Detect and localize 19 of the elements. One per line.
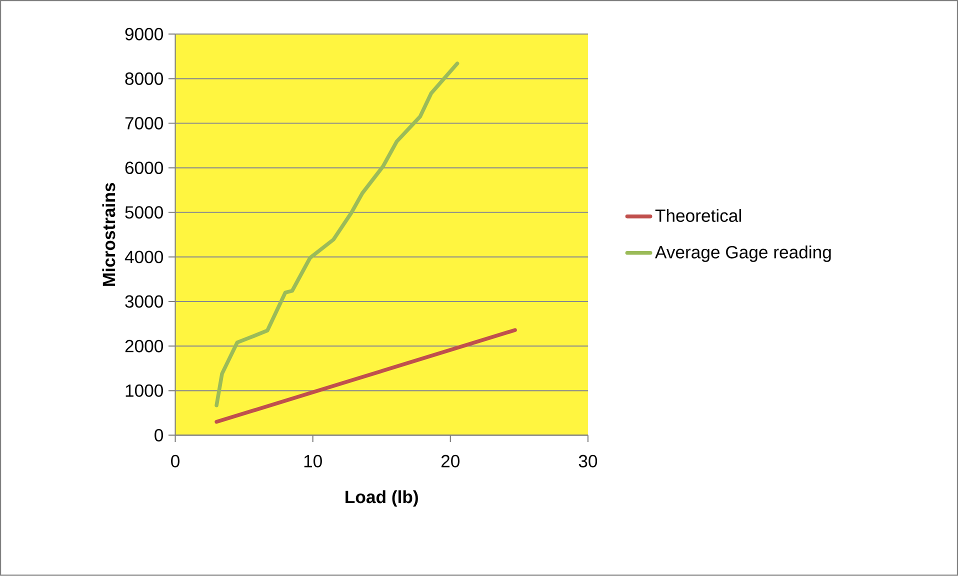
legend-label: Theoretical <box>655 209 741 222</box>
y-tick-label: 7000 <box>125 117 164 130</box>
x-tick-label: 20 <box>441 455 460 468</box>
y-tick-label: 1000 <box>126 384 164 397</box>
y-tick-label: 8000 <box>125 72 164 86</box>
y-tick-label: 0 <box>154 429 164 442</box>
y-tick-label: 3000 <box>125 295 164 308</box>
y-tick-label: 5000 <box>125 206 164 219</box>
x-tick-label: 30 <box>578 455 598 468</box>
y-tick-label: 4000 <box>124 250 164 264</box>
y-axis-title: Microstrains <box>102 183 116 286</box>
y-tick-label: 9000 <box>125 28 164 40</box>
legend-label: Average Gage reading <box>655 246 831 262</box>
line-series <box>214 62 460 408</box>
x-tick-label: 10 <box>304 455 322 468</box>
x-axis-title: Load (lb) <box>346 490 418 507</box>
x-tick-label: 0 <box>171 455 180 468</box>
y-tick-label: 6000 <box>125 162 164 174</box>
y-tick-label: 2000 <box>125 340 164 352</box>
